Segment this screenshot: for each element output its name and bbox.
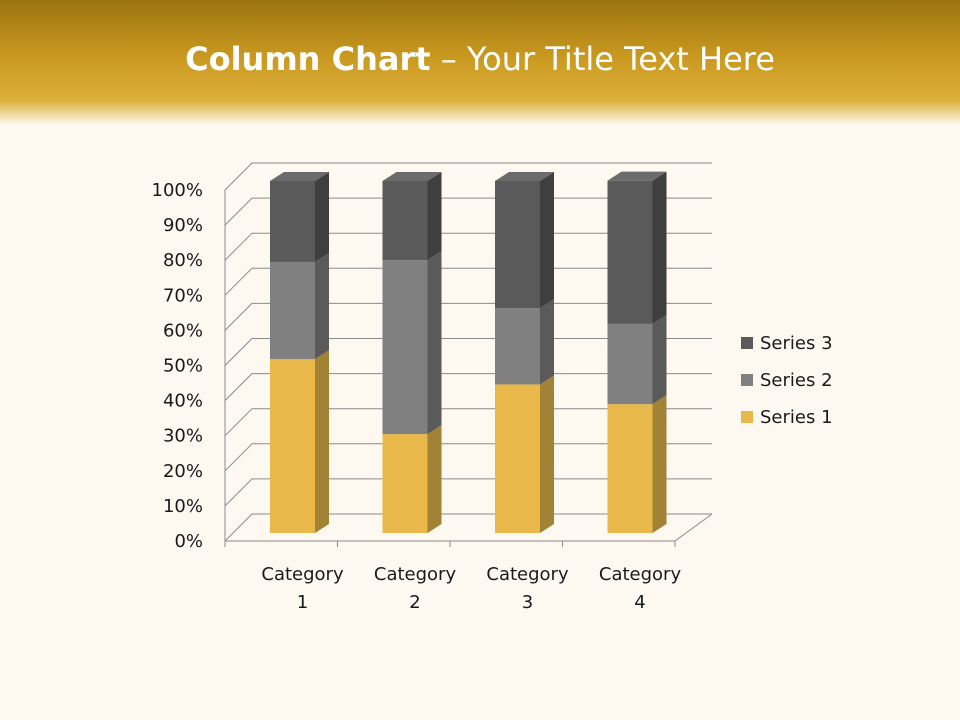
bar-stack: [382, 172, 442, 533]
bar-segment-side: [315, 350, 329, 533]
legend-swatch: [741, 337, 753, 349]
legend-label: Series 3: [760, 333, 833, 354]
y-tick-label: 70%: [163, 285, 203, 306]
y-tick-label: 50%: [163, 356, 203, 377]
bar-segment-side: [652, 395, 667, 533]
bar-segment-front: [270, 261, 315, 360]
gridline: [224, 162, 712, 191]
bar-segment-side: [427, 251, 442, 435]
y-tick-label: 30%: [163, 426, 203, 447]
gridline: [224, 408, 712, 437]
gridline: [224, 232, 712, 261]
legend-swatch: [741, 411, 753, 423]
gridline: [224, 302, 712, 331]
legend-label: Series 1: [760, 407, 833, 428]
bar-segment-side: [540, 172, 554, 309]
gridline: [224, 478, 712, 507]
bar-segment-side: [652, 314, 667, 405]
bar-segment-front: [495, 308, 540, 385]
gridline: [224, 443, 712, 472]
bar-segment-front: [607, 323, 653, 405]
bar-segment-side: [652, 171, 667, 324]
bar-stack: [270, 172, 329, 533]
bar-segment-top: [495, 172, 554, 181]
title-banner: [0, 0, 960, 125]
x-tick-label: Category: [374, 564, 457, 585]
gridline: [224, 267, 712, 296]
x-tick-label: 4: [634, 592, 645, 613]
bar-segment-side: [315, 252, 329, 360]
x-tick-label: Category: [599, 564, 682, 585]
bar-segment-front: [607, 404, 653, 533]
bar-segment-front: [382, 260, 428, 435]
bar-segment-front: [495, 181, 540, 309]
x-tick-label: 3: [522, 592, 533, 613]
y-tick-label: 0%: [174, 531, 203, 552]
bar-segment-front: [382, 181, 428, 261]
bar-segment-front: [382, 434, 428, 533]
y-tick-label: 90%: [163, 215, 203, 236]
y-tick-label: 60%: [163, 320, 203, 341]
gridline: [224, 197, 712, 226]
bar-segment-front: [270, 181, 315, 262]
bar-segment-side: [427, 172, 442, 261]
bar-segment-side: [540, 375, 554, 533]
bar-segment-top: [607, 171, 667, 181]
bar-segment-front: [270, 359, 315, 533]
bar-segment-side: [540, 299, 554, 385]
slide-title: Column Chart – Your Title Text Here: [0, 40, 960, 78]
title-rest: – Your Title Text Here: [430, 40, 775, 78]
gridline: [224, 373, 712, 401]
x-tick-label: Category: [486, 564, 569, 585]
x-tick-label: 2: [409, 592, 420, 613]
x-tick-label: 1: [297, 592, 308, 613]
y-tick-label: 20%: [163, 461, 203, 482]
bar-stack: [607, 171, 667, 533]
y-tick-label: 80%: [163, 250, 203, 271]
gridline: [224, 513, 712, 542]
gridline: [224, 338, 712, 366]
y-tick-label: 40%: [163, 391, 203, 412]
bar-segment-top: [382, 172, 442, 181]
bar-segment-top: [270, 172, 329, 181]
bar-segment-side: [315, 172, 329, 262]
x-tick-label: Category: [261, 564, 344, 585]
title-bold: Column Chart: [185, 40, 431, 78]
bar-segment-side: [427, 425, 442, 533]
bar-segment-front: [495, 384, 540, 533]
y-tick-label: 100%: [152, 180, 203, 201]
bar-segment-front: [607, 180, 653, 324]
legend-label: Series 2: [760, 370, 833, 391]
y-tick-label: 10%: [163, 496, 203, 517]
legend-swatch: [741, 374, 753, 386]
bar-stack: [495, 172, 554, 533]
